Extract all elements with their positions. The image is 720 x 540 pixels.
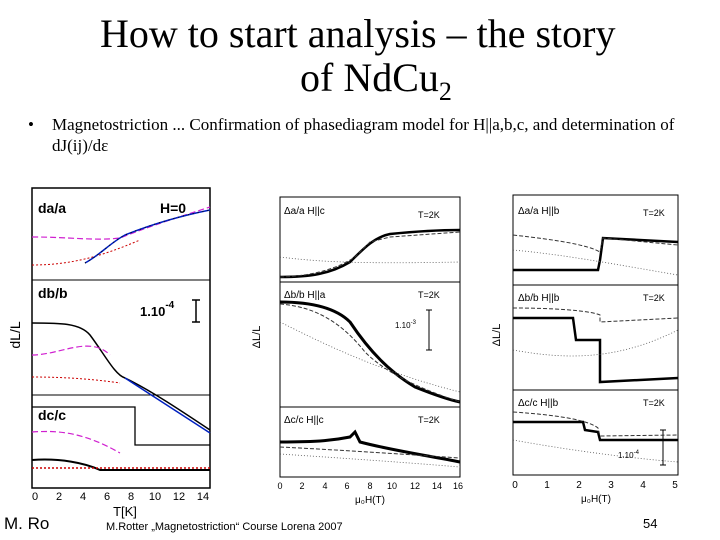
left-panel-1-label: da/a <box>38 200 66 216</box>
mid-xtick: 10 <box>387 481 397 491</box>
mid-panel-3-temp: T=2K <box>418 415 440 425</box>
right-panel-3-label: Δc/c H||b <box>518 398 559 409</box>
right-xtick: 5 <box>672 480 678 491</box>
right-panel-2-label: Δb/b H||b <box>518 293 560 304</box>
right-xtick: 3 <box>608 480 614 491</box>
left-p3-dashed-magenta <box>31 430 121 454</box>
footer-author: M. Ro <box>4 514 50 533</box>
left-p3-data <box>31 458 210 471</box>
right-p1-data <box>513 236 679 272</box>
left-scale-bar <box>192 299 200 323</box>
right-xtick: 4 <box>640 480 646 491</box>
right-plot-frame <box>512 194 679 476</box>
right-xtick: 0 <box>512 480 518 491</box>
mid-p1-dashed <box>279 231 461 278</box>
mid-scale-label: 1.10-3 <box>395 320 417 330</box>
title-line-2: of NdCu2 <box>300 56 452 114</box>
left-xtick: 12 <box>173 491 185 503</box>
mid-plot-frame <box>279 196 461 478</box>
right-p3-data <box>513 420 678 442</box>
mid-panel-1-label: Δa/a H||c <box>284 206 325 217</box>
mid-panel-1-temp: T=2K <box>418 210 440 220</box>
left-p3-step <box>32 406 210 446</box>
left-panel-3-label: dc/c <box>38 407 66 423</box>
left-xtick: 10 <box>149 491 161 503</box>
mid-xticks: 0 2 4 6 8 10 12 14 16 <box>277 481 463 491</box>
right-panel-3-temp: T=2K <box>643 398 665 408</box>
right-panel-1-temp: T=2K <box>643 208 665 218</box>
left-xtick: 4 <box>80 491 86 503</box>
right-p2-dotted <box>512 329 679 357</box>
right-scale-bar <box>660 429 666 466</box>
footer-course: M.Rotter „Magnetostriction“ Course Loren… <box>106 521 343 533</box>
left-p1-fit-blue <box>84 209 211 264</box>
left-p2-dotted-red <box>31 376 121 384</box>
left-panel-1-annotation: H=0 <box>160 200 186 216</box>
bullet-dot: • <box>28 115 34 134</box>
middle-figure: Δa/a H||c T=2K Δb/b H||a T=2K 1.10-3 Δc/… <box>251 196 463 506</box>
left-scale-label: 1.10-4 <box>140 300 175 319</box>
left-xlabel: T[K] <box>113 504 137 519</box>
mid-xtick: 16 <box>453 481 463 491</box>
left-p2-fit-blue <box>124 377 211 434</box>
mid-xlabel: μ₀H(T) <box>355 495 385 506</box>
mid-xtick: 0 <box>277 481 282 491</box>
right-p2-dashed <box>512 307 679 323</box>
left-ylabel: dL/L <box>7 321 23 348</box>
mid-p2-data <box>279 300 461 404</box>
left-figure: da/a H=0 db/b 1.10-4 dc/c dL/L 0 2 4 6 8… <box>7 187 211 519</box>
right-panel-2-temp: T=2K <box>643 293 665 303</box>
right-p2-data <box>513 316 679 384</box>
left-xtick: 6 <box>104 491 110 503</box>
page-number: 54 <box>643 516 658 531</box>
left-panel-2-label: db/b <box>38 285 68 301</box>
left-xtick: 2 <box>56 491 62 503</box>
title-compound: of NdCu <box>300 55 439 100</box>
right-xlabel: μ₀H(T) <box>581 494 611 505</box>
left-xticks: 0 2 4 6 8 10 12 14 <box>32 491 209 503</box>
left-plot-frame <box>31 187 211 489</box>
title-line-1: How to start analysis – the story <box>100 11 616 56</box>
mid-p1-dotted <box>279 256 461 264</box>
right-xticks: 0 1 2 3 4 5 <box>512 480 678 491</box>
mid-ylabel: ΔL/L <box>251 326 263 349</box>
right-p1-dotted <box>512 249 679 276</box>
mid-panel-3-label: Δc/c H||c <box>284 415 324 426</box>
mid-p3-dashed <box>279 446 461 459</box>
mid-xtick: 6 <box>344 481 349 491</box>
right-ylabel: ΔL/L <box>491 324 503 347</box>
right-scale-label: 1.10-4 <box>618 450 640 460</box>
mid-xtick: 2 <box>299 481 304 491</box>
mid-xtick: 8 <box>367 481 372 491</box>
mid-xtick: 4 <box>322 481 327 491</box>
left-p2-data <box>31 322 211 431</box>
mid-p1-data <box>279 228 461 279</box>
right-panel-1-label: Δa/a H||b <box>518 206 560 217</box>
mid-panel-2-label: Δb/b H||a <box>284 290 326 301</box>
mid-p2-dashed <box>279 303 461 403</box>
title-subscript: 2 <box>438 77 452 106</box>
left-p2-dashed-magenta <box>31 345 111 356</box>
mid-xtick: 14 <box>432 481 442 491</box>
left-p1-dashed-magenta <box>31 206 211 240</box>
right-p3-dashed <box>512 411 679 437</box>
left-xtick: 14 <box>197 491 209 503</box>
mid-p3-dotted <box>279 453 461 468</box>
right-xtick: 2 <box>576 480 582 491</box>
mid-panel-2-temp: T=2K <box>418 290 440 300</box>
left-xtick: 8 <box>128 491 134 503</box>
bullet-text: Magnetostriction ... Confirmation of pha… <box>52 115 675 155</box>
left-xtick: 0 <box>32 491 38 503</box>
mid-scale-bar <box>426 309 432 351</box>
right-xtick: 1 <box>544 480 550 491</box>
right-figure: Δa/a H||b T=2K Δb/b H||b T=2K Δc/c H||b … <box>491 194 679 505</box>
mid-xtick: 12 <box>410 481 420 491</box>
left-p1-dotted-red <box>31 239 141 266</box>
